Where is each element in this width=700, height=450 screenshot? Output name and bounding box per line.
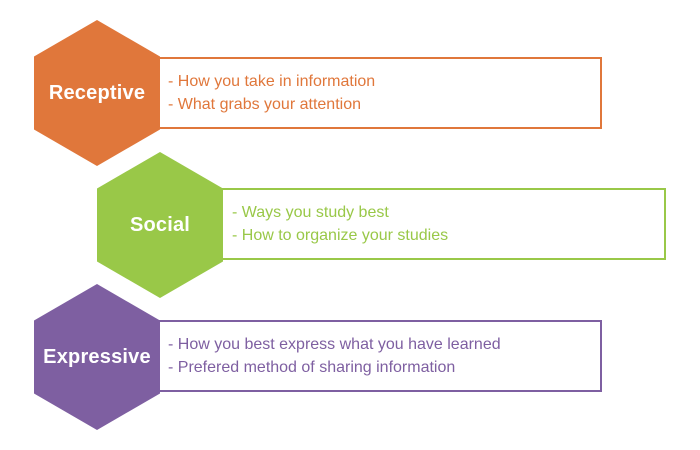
expressive-bullet: - Prefered method of sharing information [168, 359, 456, 376]
social-title: Social [129, 213, 191, 236]
expressive-bullet: - How you best express what you have lea… [168, 336, 501, 353]
hexagon-shape [97, 152, 223, 298]
receptive-title: Receptive [48, 81, 146, 104]
receptive-hexagon: Receptive [34, 20, 160, 166]
receptive-bullet: - How you take in information [168, 73, 376, 90]
social-hexagon: Social [97, 152, 223, 298]
hexagon-shape [34, 20, 160, 166]
expressive-description-box: - How you best express what you have lea… [150, 320, 602, 392]
social-description-box: - Ways you study best - How to organize … [214, 188, 666, 260]
receptive-bullet-list: - How you take in information - What gra… [168, 70, 375, 116]
expressive-title: Expressive [43, 345, 151, 368]
expressive-bullet-list: - How you best express what you have lea… [168, 333, 501, 379]
receptive-bullet: - What grabs your attention [168, 96, 361, 113]
social-bullet-list: - Ways you study best - How to organize … [232, 201, 448, 247]
hexagon-shape [34, 284, 160, 430]
social-bullet: - How to organize your studies [232, 227, 449, 244]
expressive-hexagon: Expressive [34, 284, 160, 430]
receptive-description-box: - How you take in information - What gra… [150, 57, 602, 129]
social-bullet: - Ways you study best [232, 204, 389, 221]
